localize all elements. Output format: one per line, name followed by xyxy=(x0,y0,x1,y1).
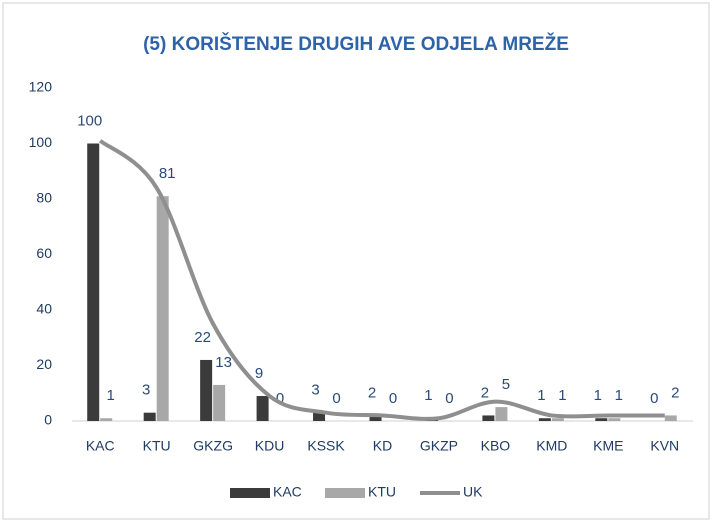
x-tick-label: KBO xyxy=(481,438,511,454)
data-label: 1 xyxy=(424,387,432,404)
chart-title: (5) KORIŠTENJE DRUGIH AVE ODJELA MREŽE xyxy=(143,33,569,55)
data-label: 0 xyxy=(276,390,284,407)
y-tick-label: 60 xyxy=(36,245,52,261)
bar xyxy=(200,359,213,421)
bar xyxy=(143,412,156,421)
bar xyxy=(87,143,100,421)
data-label: 0 xyxy=(445,390,453,407)
data-label: 2 xyxy=(671,384,679,401)
bar xyxy=(608,418,621,421)
legend-swatch xyxy=(230,488,270,498)
data-label: 1 xyxy=(594,387,602,404)
x-tick-label: KVN xyxy=(650,438,679,454)
line xyxy=(98,139,665,421)
legend-label: KAC xyxy=(273,484,302,500)
data-label: 100 xyxy=(77,112,102,129)
y-tick-label: 0 xyxy=(44,412,52,428)
x-tick-label: KMD xyxy=(536,438,567,454)
y-tick-label: 20 xyxy=(36,356,52,372)
data-label: 5 xyxy=(502,376,510,393)
x-tick-label: KTU xyxy=(143,438,171,454)
data-label: 3 xyxy=(142,382,150,399)
legend-label: UK xyxy=(463,484,483,500)
data-label: 0 xyxy=(650,390,658,407)
bar xyxy=(551,418,564,421)
data-label: 3 xyxy=(311,382,319,399)
x-tick-label: KSSK xyxy=(307,438,345,454)
data-label: 1 xyxy=(558,387,566,404)
y-tick-label: 40 xyxy=(36,301,52,317)
legend-swatch xyxy=(325,488,365,498)
y-tick-label: 100 xyxy=(29,134,53,150)
x-tick-label: GKZG xyxy=(193,438,233,454)
bar xyxy=(213,384,226,421)
x-tick-label: KAC xyxy=(86,438,115,454)
bar xyxy=(313,412,326,421)
x-tick-label: KD xyxy=(373,438,392,454)
bar xyxy=(595,418,608,421)
data-label: 22 xyxy=(194,329,211,346)
y-tick-label: 80 xyxy=(36,190,52,206)
bar xyxy=(256,396,269,421)
legend-label: KTU xyxy=(368,484,396,500)
bar xyxy=(664,415,677,421)
bar xyxy=(369,415,382,421)
data-label: 1 xyxy=(537,387,545,404)
y-tick-label: 120 xyxy=(29,79,53,95)
bar xyxy=(482,415,495,421)
x-tick-label: GKZP xyxy=(420,438,458,454)
data-label: 1 xyxy=(615,387,623,404)
bar xyxy=(100,418,113,421)
data-label: 9 xyxy=(255,365,263,382)
data-label: 0 xyxy=(332,390,340,407)
bar xyxy=(495,407,508,421)
data-label: 1 xyxy=(107,387,115,404)
data-label: 81 xyxy=(159,165,176,182)
x-tick-label: KME xyxy=(593,438,623,454)
data-label: 2 xyxy=(368,384,376,401)
x-tick-label: KDU xyxy=(255,438,285,454)
data-label: 2 xyxy=(481,384,489,401)
data-label: 13 xyxy=(215,354,232,371)
bar xyxy=(538,418,551,421)
data-label: 0 xyxy=(389,390,397,407)
bar xyxy=(156,196,169,421)
